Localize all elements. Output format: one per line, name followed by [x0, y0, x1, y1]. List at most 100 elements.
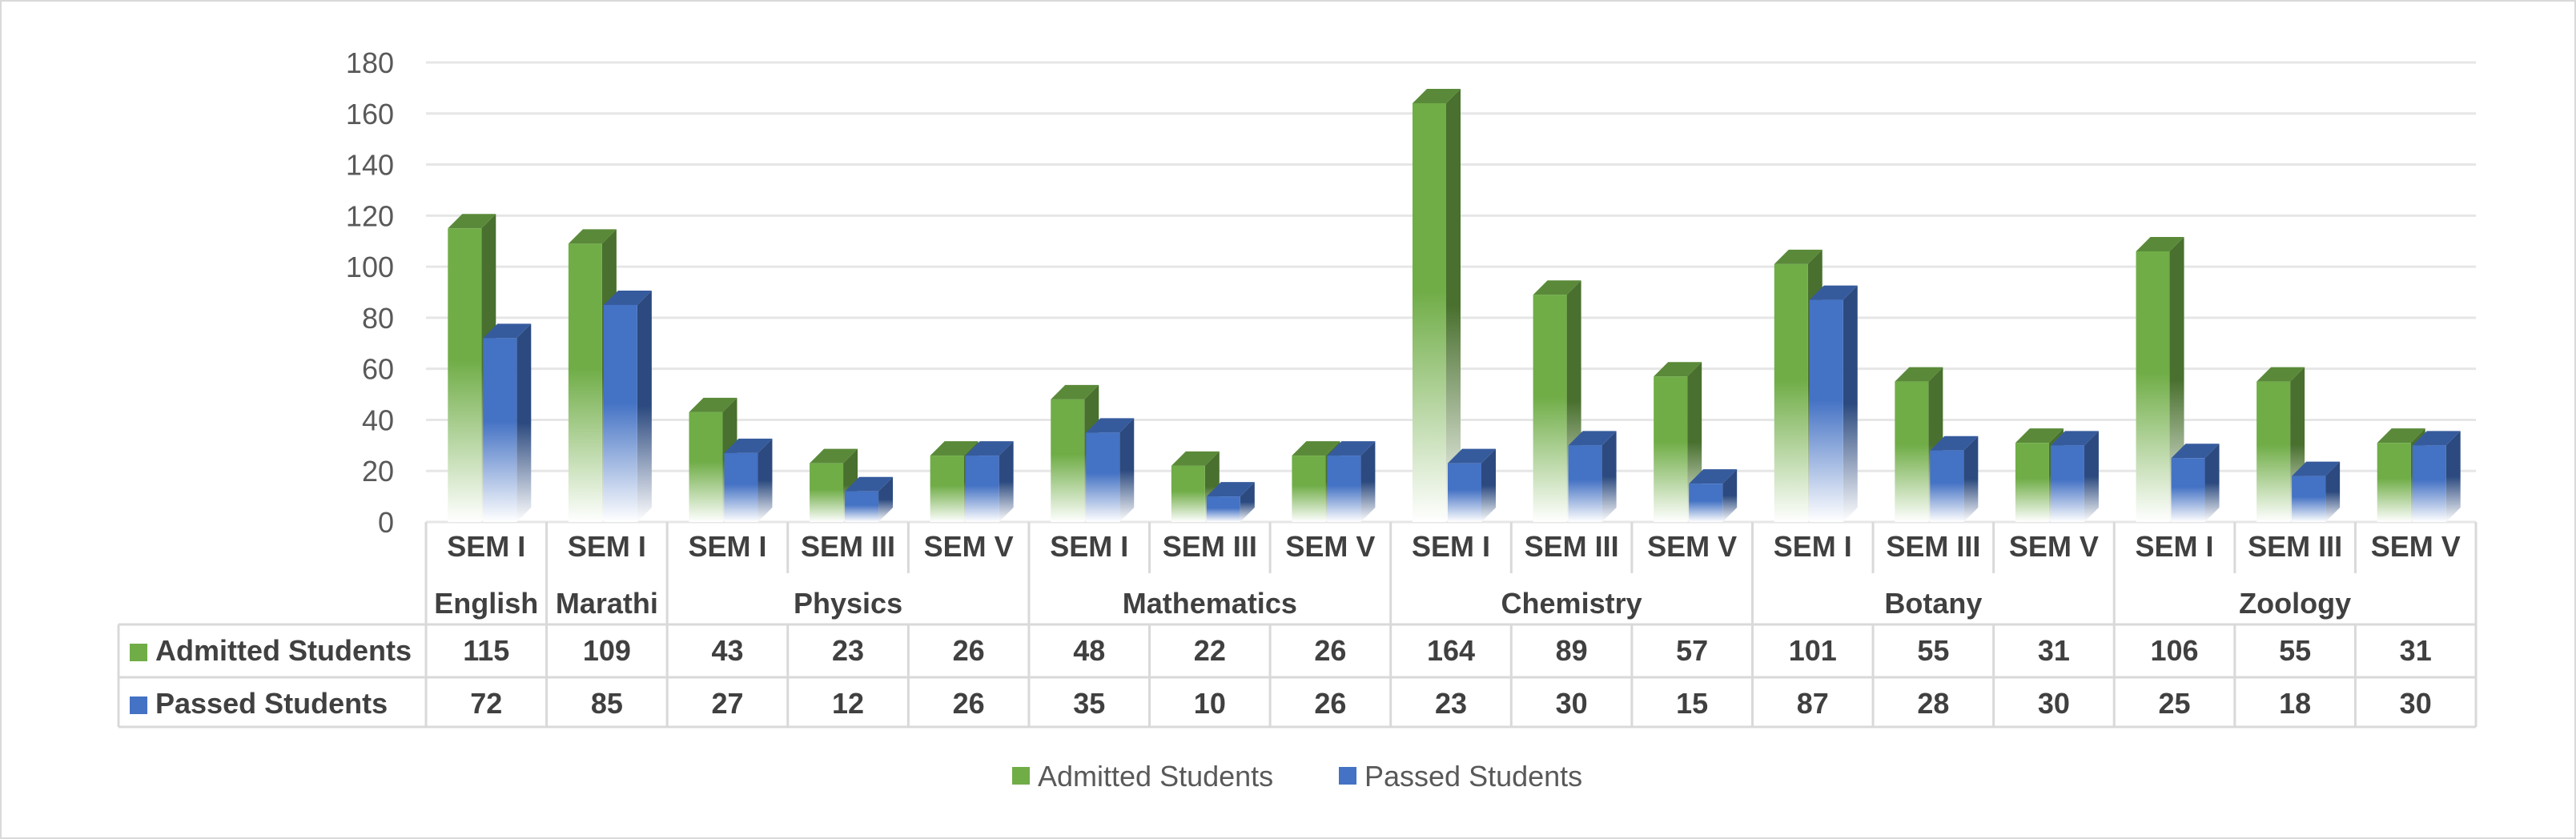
bars	[448, 89, 2461, 523]
group-label: Botany	[1884, 587, 1982, 620]
y-tick-label: 120	[346, 199, 394, 232]
table-cell-value: 25	[2159, 687, 2191, 720]
y-tick-label: 0	[378, 506, 394, 539]
bar-passed	[1327, 441, 1376, 522]
table-cell-value: 106	[2150, 634, 2198, 667]
bar-passed	[1568, 431, 1617, 522]
table-cell-value: 101	[1789, 634, 1837, 667]
table-cell-value: 23	[832, 634, 864, 667]
group-label: Zoology	[2239, 587, 2351, 620]
category-label: SEM I	[1774, 530, 1852, 563]
y-tick-label: 100	[346, 251, 394, 283]
table-cell-value: 12	[832, 687, 864, 720]
data-table: English Marathi Physics Mathematics Chemistr…	[117, 522, 2478, 729]
table-cell-value: 30	[2038, 687, 2070, 720]
table-legend-key	[130, 696, 147, 714]
table-cell-value: 22	[1194, 634, 1226, 667]
table-series-name: Admitted Students	[155, 634, 412, 667]
table-cell-value: 87	[1797, 687, 1829, 720]
category-label: SEM III	[1525, 530, 1619, 563]
bar-passed	[1206, 482, 1255, 522]
table-cell-value: 164	[1427, 634, 1475, 667]
bar-passed	[1689, 469, 1738, 522]
table-cell-value: 43	[711, 634, 743, 667]
bar-passed	[603, 290, 652, 522]
table-cell-value: 55	[2279, 634, 2311, 667]
table-cell-value: 31	[2038, 634, 2070, 667]
bar-passed	[845, 476, 894, 522]
table-cell-value: 89	[1556, 634, 1588, 667]
table-cell-value: 115	[463, 634, 509, 667]
bar-passed	[1930, 436, 1979, 522]
group-label: Physics	[794, 587, 902, 620]
bar-passed	[724, 438, 773, 522]
bar-admitted	[2136, 236, 2184, 522]
table-cell-value: 23	[1435, 687, 1467, 720]
table-cell-value: 26	[1314, 687, 1346, 720]
group-label: Chemistry	[1501, 587, 1642, 620]
category-label: SEM III	[1163, 530, 1257, 563]
table-cell-value: 27	[711, 687, 743, 720]
bar-passed	[2292, 461, 2341, 522]
table-cell-value: 72	[470, 687, 502, 720]
table-cell-value: 26	[953, 634, 985, 667]
bar-admitted	[810, 448, 858, 522]
group-label: Marathi	[556, 587, 658, 620]
y-tick-label: 60	[362, 353, 394, 386]
category-label: SEM V	[2009, 530, 2099, 563]
legend: Admitted Students Passed Students	[1012, 760, 1582, 793]
bar-passed	[483, 323, 532, 522]
table-cell-value: 31	[2400, 634, 2432, 667]
table-cell-value: 48	[1073, 634, 1105, 667]
table-cell-value: 26	[1314, 634, 1346, 667]
svg-text:Admitted Students: Admitted Students	[1038, 760, 1273, 793]
category-label: SEM V	[1647, 530, 1737, 563]
group-label: Mathematics	[1123, 587, 1297, 620]
category-label: SEM V	[1285, 530, 1375, 563]
table-cell-value: 35	[1073, 687, 1105, 720]
table-cell-value: 15	[1676, 687, 1708, 720]
bar-passed	[2412, 431, 2461, 522]
bar-passed	[1448, 448, 1496, 522]
y-tick-label: 140	[346, 149, 394, 182]
y-tick-label: 80	[362, 302, 394, 335]
category-label: SEM I	[1050, 530, 1128, 563]
y-tick-label: 20	[362, 455, 394, 488]
bar-passed	[2171, 444, 2220, 522]
y-axis: 0 20 40 60 80 100 120 140 160 180	[346, 46, 394, 539]
y-tick-label: 160	[346, 98, 394, 130]
table-cell-value: 10	[1194, 687, 1226, 720]
table-cell-value: 109	[583, 634, 631, 667]
table-cell-value: 30	[2400, 687, 2432, 720]
category-label: SEM I	[447, 530, 525, 563]
bar-passed	[1086, 418, 1135, 522]
bar-admitted	[1533, 280, 1581, 522]
table-legend-key	[130, 644, 147, 661]
group-label: English	[434, 587, 538, 620]
bar-admitted	[1413, 89, 1461, 523]
table-cell-value: 85	[591, 687, 623, 720]
bar-passed	[2050, 431, 2099, 522]
category-label: SEM III	[2248, 530, 2342, 563]
bar-passed	[1809, 285, 1858, 522]
table-cell-value: 18	[2279, 687, 2311, 720]
category-label: SEM III	[1886, 530, 1980, 563]
svg-text:Passed Students: Passed Students	[1364, 760, 1582, 793]
bar-passed	[965, 441, 1014, 522]
table-cell-value: 55	[1917, 634, 1949, 667]
table-cell-value: 26	[953, 687, 985, 720]
category-label: SEM I	[2136, 530, 2214, 563]
category-label: SEM I	[1412, 530, 1490, 563]
table-cell-value: 30	[1556, 687, 1588, 720]
y-tick-label: 180	[346, 46, 394, 79]
table-cell-value: 28	[1917, 687, 1949, 720]
category-label: SEM I	[568, 530, 646, 563]
category-label: SEM V	[924, 530, 1014, 563]
table-series-name: Passed Students	[155, 687, 388, 720]
legend-entry: Passed Students	[1339, 760, 1582, 793]
category-label: SEM III	[801, 530, 895, 563]
category-label: SEM V	[2371, 530, 2461, 563]
y-tick-label: 40	[362, 403, 394, 436]
category-label: SEM I	[688, 530, 766, 563]
